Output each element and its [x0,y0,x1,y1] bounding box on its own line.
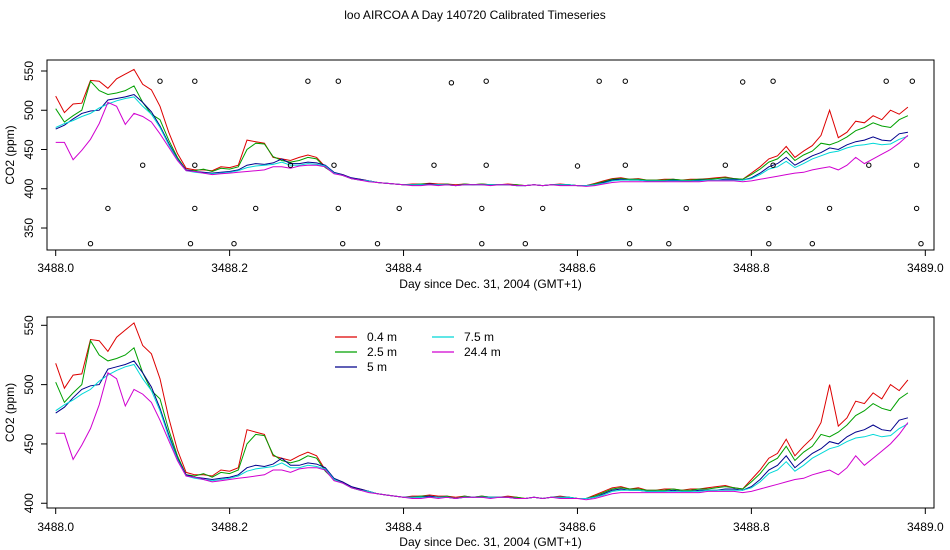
series-line-2-5-m [55,339,909,500]
y-tick-label: 500 [22,100,36,120]
scatter-point [913,205,920,212]
scatter-point [596,78,602,84]
scatter-point [192,78,198,84]
scatter-point [909,78,915,84]
legend-label: 0.4 m [367,330,397,344]
scatter-point [87,241,94,247]
scatter-point [722,162,728,168]
scatter-point [396,205,402,212]
scatter-point [105,205,111,212]
scatter-point [253,205,259,212]
x-tick-label: 3489.0 [907,520,944,534]
scatter-point [809,241,815,247]
scatter-point [522,241,528,247]
x-tick-label: 3488.4 [385,261,422,275]
scatter-point [766,241,772,247]
scatter-point [666,241,672,247]
scatter-point [335,205,341,212]
scatter-point [770,162,776,168]
x-tick-label: 3488.0 [37,520,74,534]
scatter-point [479,241,485,247]
scatter-point [574,163,581,169]
plot-frame [46,59,935,251]
scatter-point [483,162,489,168]
x-tick-label: 3488.2 [211,520,248,534]
scatter-point [683,205,689,212]
scatter-point [140,162,146,168]
scatter-point [431,162,437,168]
x-tick-label: 3488.6 [559,261,596,275]
scatter-point [766,205,772,212]
scatter-point [305,78,311,84]
y-tick-label: 400 [22,178,36,198]
series-line-7-5-m [55,363,909,500]
legend-label: 24.4 m [464,345,501,359]
y-tick-label: 450 [22,139,36,159]
series-line-7-5-m [55,96,909,187]
scatter-point [740,79,746,85]
x-tick-label: 3489.0 [907,261,944,275]
scatter-point [918,241,924,247]
scatter-point [192,162,198,168]
x-tick-label: 3488.2 [211,261,248,275]
scatter-point [883,78,889,84]
y-tick-label: 550 [22,61,36,81]
y-tick-label: 350 [22,218,36,238]
y-tick-label: 500 [22,374,36,394]
y-tick-label: 450 [22,434,36,454]
top-panel: 3488.0 3488.2 3488.4 3488.6 3488.8 3489.0 350 4… [3,59,944,291]
y-axis-label: CO2 (ppm) [3,383,17,442]
scatter-point [770,78,776,84]
x-axis-label: Day since Dec. 31, 2004 (GMT+1) [399,535,581,549]
scatter-point [866,162,872,168]
scatter-point [622,162,628,168]
scatter-point [335,78,341,84]
legend: 0.4 m2.5 m5 m 7.5 m24.4 m [335,330,501,374]
scatter-point [287,162,294,168]
legend-label: 7.5 m [464,330,494,344]
x-tick-label: 3488.4 [385,520,422,534]
scatter-point [331,162,337,168]
series-line-2-5-m [55,80,909,187]
scatter-point [540,205,546,212]
chart-title: loo AIRCOA A Day 140720 Calibrated Times… [344,8,605,22]
y-tick-label: 550 [22,315,36,335]
scatter-point [626,205,633,212]
scatter-point [479,205,485,212]
y-axis-label: CO2 (ppm) [3,125,17,184]
scatter-point [187,241,194,247]
x-tick-label: 3488.0 [37,261,74,275]
series-line-5-m [55,93,908,187]
scatter-point [192,205,198,212]
bottom-panel: 3488.0 3488.2 3488.4 3488.6 3488.8 3489.0 400 4… [3,315,944,549]
scatter-point [622,78,628,84]
x-tick-label: 3488.8 [733,261,770,275]
scatter-point [374,241,381,247]
scatter-point [626,241,633,247]
y-tick-label: 400 [22,493,36,513]
series-line-5-m [55,360,909,500]
legend-label: 2.5 m [367,345,397,359]
scatter-point [913,162,920,168]
x-tick-label: 3488.6 [559,520,596,534]
scatter-point [157,78,163,84]
series-line-24-4-m [55,101,909,187]
x-tick-label: 3488.8 [733,520,770,534]
x-axis-label: Day since Dec. 31, 2004 (GMT+1) [399,277,581,291]
scatter-point [448,80,455,86]
legend-label: 5 m [367,360,387,374]
scatter-point [340,241,346,247]
scatter-point [826,205,833,212]
plot-frame [46,316,935,509]
scatter-point [483,78,489,84]
series-line-24-4-m [55,371,909,501]
scatter-point [231,241,237,247]
